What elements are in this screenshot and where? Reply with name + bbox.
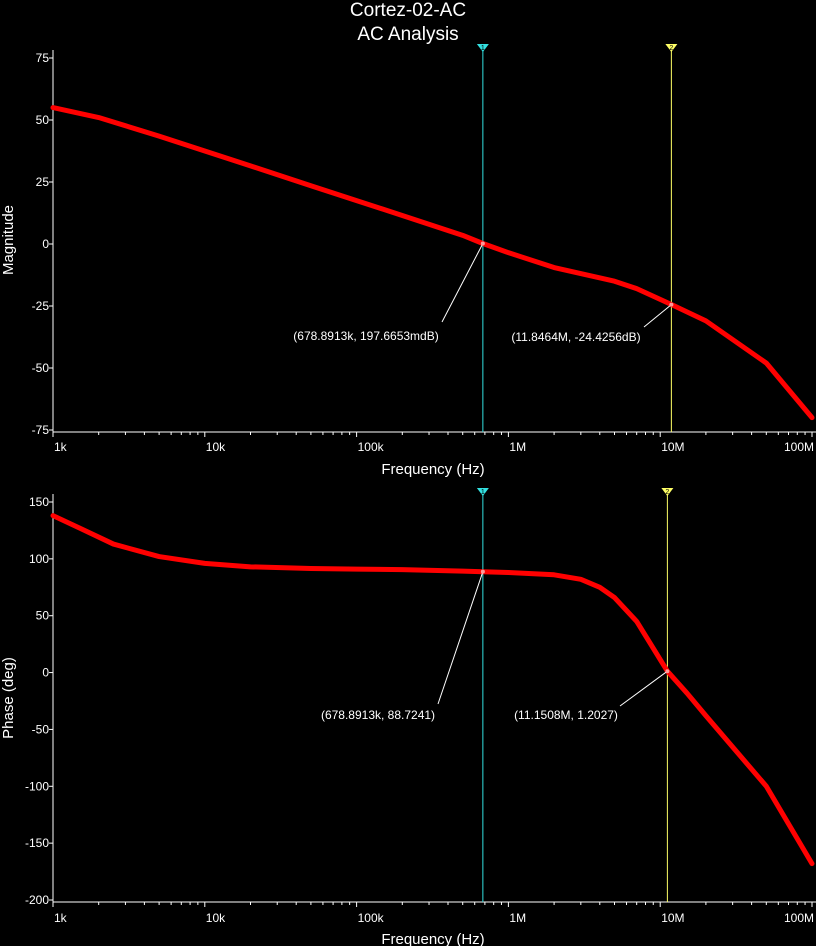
phase-y-tick-label: 100 xyxy=(29,552,49,566)
magnitude-series-line xyxy=(50,105,815,421)
phase-cursor-2-leader xyxy=(619,670,668,707)
magnitude-cursor-1-point xyxy=(480,241,485,246)
magnitude-y-label: Magnitude xyxy=(0,205,17,275)
magnitude-y-tick-label: 25 xyxy=(36,175,50,189)
phase-x-tick-label: 10k xyxy=(206,911,226,925)
phase-y-tick-label: -150 xyxy=(25,836,49,850)
magnitude-x-tick-label: 1k xyxy=(54,440,68,454)
phase-x-tick-label: 1k xyxy=(54,911,68,925)
phase-y-tick-label: 50 xyxy=(36,609,50,623)
phase-y-label: Phase (deg) xyxy=(0,657,17,739)
magnitude-x-label: Frequency (Hz) xyxy=(381,461,484,478)
magnitude-cursor-1-leader xyxy=(441,243,484,323)
magnitude-cursor-1-number: 1 xyxy=(481,45,485,52)
chart-subtitle: AC Analysis xyxy=(357,24,458,45)
phase-x-tick-label: 1M xyxy=(509,911,526,925)
magnitude-x-tick-label: 1M xyxy=(509,440,526,454)
magnitude-y-tick-label: -25 xyxy=(32,299,50,313)
magnitude-x-tick-label: 10M xyxy=(661,440,684,454)
magnitude-plot: Magnitude Frequency (Hz) 75 50 25 0 -25 -50 -7… xyxy=(0,44,816,478)
phase-series-line xyxy=(50,513,815,867)
phase-cursor-1-number: 1 xyxy=(481,489,485,496)
phase-cursor-1-readout: (678.8913k, 88.7241) xyxy=(321,708,435,722)
magnitude-x-tick-label: 100M xyxy=(784,440,814,454)
phase-y-tick-label: -200 xyxy=(25,893,49,907)
phase-x-tick-label: 100k xyxy=(358,911,385,925)
magnitude-cursor-2-readout: (11.8464M, -24.4256dB) xyxy=(511,330,640,344)
phase-y-tick-label: -100 xyxy=(25,779,49,793)
magnitude-x-tick-label: 10k xyxy=(206,440,226,454)
magnitude-y-tick-label: -50 xyxy=(32,361,50,375)
phase-x-label: Frequency (Hz) xyxy=(381,931,484,946)
chart-title: Cortez-02-AC xyxy=(350,0,466,21)
magnitude-cursor-1-handle[interactable] xyxy=(476,44,489,52)
phase-cursor-2-point xyxy=(665,669,670,674)
phase-cursor-2-handle[interactable] xyxy=(661,488,674,496)
magnitude-x-tick-label: 100k xyxy=(358,440,385,454)
magnitude-cursor-2-number: 2 xyxy=(669,45,673,52)
magnitude-cursor-2-handle[interactable] xyxy=(665,44,678,52)
phase-plot: Phase (deg) Frequency (Hz) 150 100 50 0 -50 -… xyxy=(0,488,816,946)
phase-x-tick-label: 10M xyxy=(661,911,684,925)
magnitude-cursor-1-readout: (678.8913k, 197.6653mdB) xyxy=(293,329,438,343)
magnitude-y-tick-label: 0 xyxy=(42,237,49,251)
phase-y-tick-label: -50 xyxy=(32,722,50,736)
magnitude-cursor-2-leader xyxy=(643,304,672,328)
phase-cursor-2-number: 2 xyxy=(665,489,669,496)
phase-y-tick-label: 150 xyxy=(29,495,49,509)
phase-cursor-1-leader xyxy=(437,571,484,705)
magnitude-cursor-2-point xyxy=(669,302,674,307)
phase-cursor-2-readout: (11.1508M, 1.2027) xyxy=(514,708,618,722)
phase-x-tick-label: 100M xyxy=(784,911,814,925)
magnitude-y-tick-label: -75 xyxy=(32,423,50,437)
magnitude-y-tick-label: 50 xyxy=(36,113,50,127)
phase-y-tick-label: 0 xyxy=(42,666,49,680)
magnitude-y-tick-label: 75 xyxy=(36,51,50,65)
phase-cursor-1-point xyxy=(480,569,485,574)
phase-cursor-1-handle[interactable] xyxy=(476,488,489,496)
